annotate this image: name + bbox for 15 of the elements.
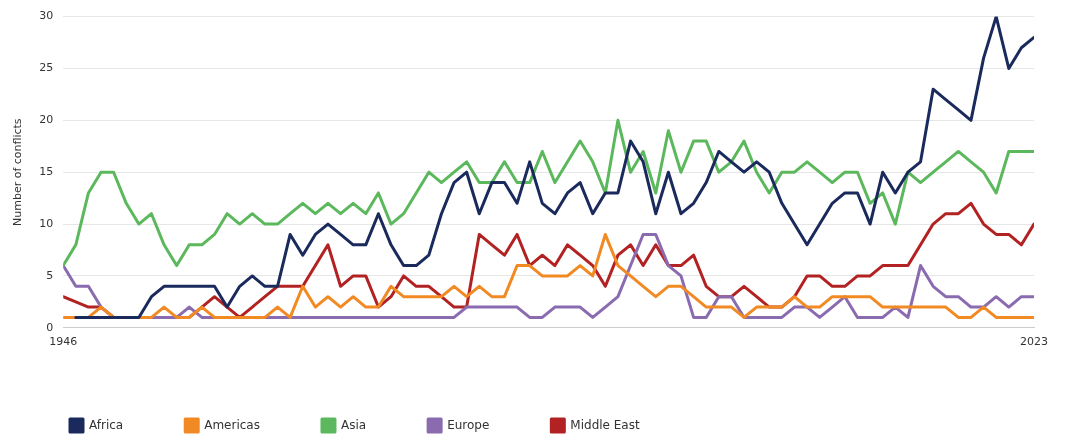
x-tick-label: 2023 — [1020, 335, 1048, 349]
legend-label: Americas — [204, 417, 260, 432]
y-tick-label: 5 — [46, 268, 54, 282]
legend-label: Asia — [340, 417, 367, 432]
y-tick-label: 30 — [39, 9, 54, 23]
y-tick-label: 0 — [46, 320, 54, 334]
legend-label: Europe — [447, 417, 490, 432]
x-tick-label: 1946 — [49, 335, 78, 349]
y-tick-label: 10 — [39, 216, 54, 230]
y-tick-label: 15 — [39, 165, 54, 179]
legend-label: Africa — [89, 417, 124, 432]
y-tick-label: 20 — [39, 113, 54, 127]
legend-label: Middle East — [570, 417, 640, 432]
y-axis-title: Number of conflicts — [11, 118, 25, 227]
y-tick-label: 25 — [39, 61, 54, 75]
